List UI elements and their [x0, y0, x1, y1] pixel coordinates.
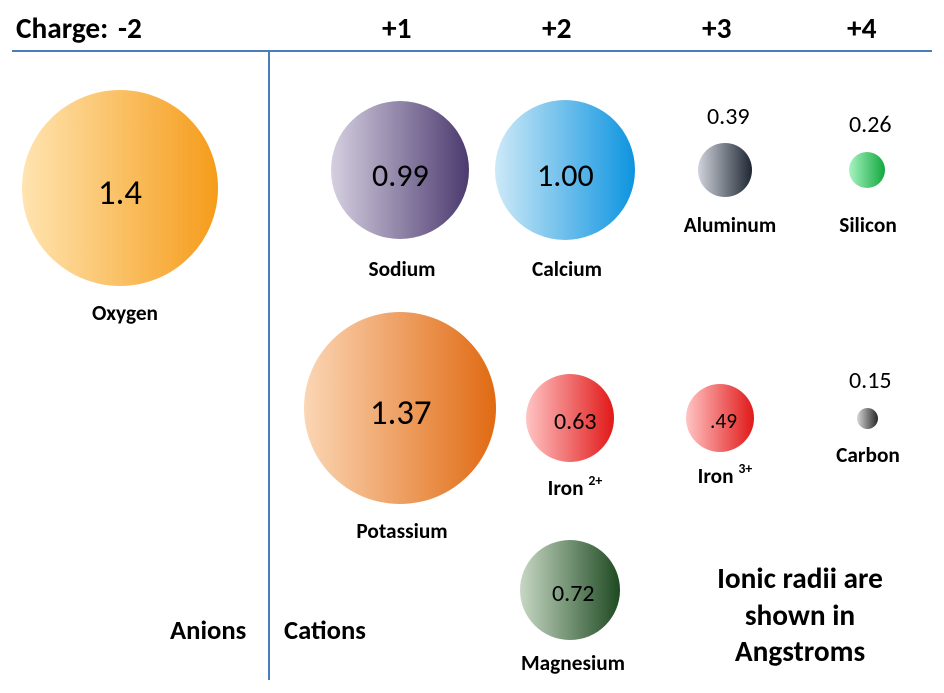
charge-col-3: +3 [702, 10, 731, 46]
charge-col-2: +2 [542, 10, 571, 46]
ion-oxygen-name: Oxygen [80, 300, 170, 326]
ion-silicon-value: 0.26 [849, 110, 892, 139]
ion-magnesium-value: 0.72 [552, 579, 595, 608]
ion-aluminum-name: Aluminum [680, 212, 780, 238]
charge-col-4: +4 [847, 10, 876, 46]
vertical-divider [268, 52, 270, 680]
ion-calcium-name: Calcium [527, 256, 607, 282]
ion-iron2-value: 0.63 [554, 407, 597, 436]
ion-silicon [849, 152, 885, 188]
ion-carbon-value: 0.15 [849, 366, 892, 395]
units-note: Ionic radii areshown inAngstroms [680, 560, 920, 670]
ion-aluminum [698, 143, 753, 198]
ionic-radii-diagram: { "canvas": { "width": 944, "height": 69… [0, 0, 944, 693]
ion-silicon-name: Silicon [833, 212, 903, 238]
ion-sodium-name: Sodium [362, 256, 442, 282]
ion-calcium-value: 1.00 [537, 156, 594, 195]
ion-aluminum-value: 0.39 [707, 102, 750, 131]
ion-carbon-name: Carbon [833, 442, 903, 468]
ion-oxygen-value: 1.4 [98, 172, 142, 214]
ion-iron3-name: Iron 3+ [685, 462, 765, 489]
ion-sodium-value: 0.99 [372, 156, 429, 195]
charge-col-0: -2 [118, 10, 142, 46]
ion-magnesium-name: Magnesium [518, 650, 628, 676]
charge-prefix: Charge: [16, 10, 108, 46]
header-rule [12, 50, 932, 52]
anions-label: Anions [170, 615, 246, 647]
ion-potassium-name: Potassium [352, 518, 452, 544]
ion-iron2-name: Iron 2+ [535, 474, 615, 501]
ion-potassium-value: 1.37 [370, 392, 431, 434]
cations-label: Cations [284, 615, 366, 647]
ion-iron3-value: .49 [710, 408, 737, 434]
charge-col-1: +1 [382, 10, 411, 46]
ion-carbon [857, 408, 878, 429]
